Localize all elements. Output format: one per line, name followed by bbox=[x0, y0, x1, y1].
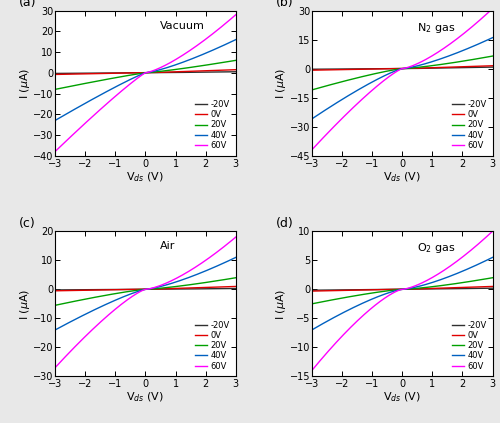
Legend: -20V, 0V, 20V, 40V, 60V: -20V, 0V, 20V, 40V, 60V bbox=[193, 98, 232, 151]
X-axis label: V$_{ds}$ (V): V$_{ds}$ (V) bbox=[383, 170, 421, 184]
Text: O$_2$ gas: O$_2$ gas bbox=[416, 242, 456, 255]
Y-axis label: I ($\mu$A): I ($\mu$A) bbox=[18, 68, 32, 99]
Y-axis label: I ($\mu$A): I ($\mu$A) bbox=[274, 288, 288, 319]
Legend: -20V, 0V, 20V, 40V, 60V: -20V, 0V, 20V, 40V, 60V bbox=[450, 319, 488, 372]
X-axis label: V$_{ds}$ (V): V$_{ds}$ (V) bbox=[126, 390, 164, 404]
Text: (c): (c) bbox=[19, 217, 36, 230]
Text: (a): (a) bbox=[19, 0, 36, 9]
Text: Air: Air bbox=[160, 242, 175, 251]
Text: (d): (d) bbox=[276, 217, 293, 230]
X-axis label: V$_{ds}$ (V): V$_{ds}$ (V) bbox=[126, 170, 164, 184]
Y-axis label: I ($\mu$A): I ($\mu$A) bbox=[18, 288, 32, 319]
Text: Vacuum: Vacuum bbox=[160, 21, 204, 31]
X-axis label: V$_{ds}$ (V): V$_{ds}$ (V) bbox=[383, 390, 421, 404]
Text: (b): (b) bbox=[276, 0, 293, 9]
Y-axis label: I ($\mu$A): I ($\mu$A) bbox=[274, 68, 288, 99]
Legend: -20V, 0V, 20V, 40V, 60V: -20V, 0V, 20V, 40V, 60V bbox=[450, 98, 488, 151]
Legend: -20V, 0V, 20V, 40V, 60V: -20V, 0V, 20V, 40V, 60V bbox=[193, 319, 232, 372]
Text: N$_2$ gas: N$_2$ gas bbox=[416, 21, 455, 35]
